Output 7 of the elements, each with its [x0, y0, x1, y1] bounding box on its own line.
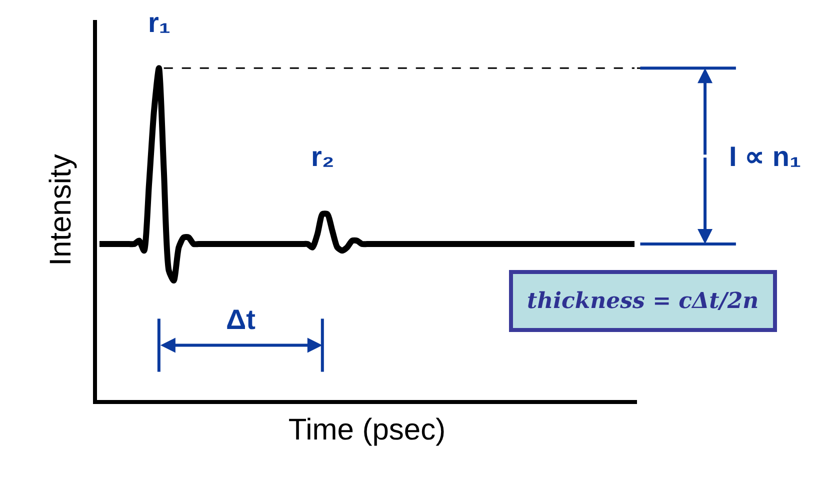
- text: r₁: [148, 7, 170, 38]
- x-axis-title: Time (psec): [288, 413, 446, 446]
- annotation: thickness = cΔt/2n: [527, 288, 759, 314]
- annotation: Δt: [226, 304, 256, 335]
- annotation: r₂: [311, 141, 334, 172]
- y-axis-title: Intensity: [44, 154, 78, 266]
- text: I ∝ n₁: [729, 141, 802, 172]
